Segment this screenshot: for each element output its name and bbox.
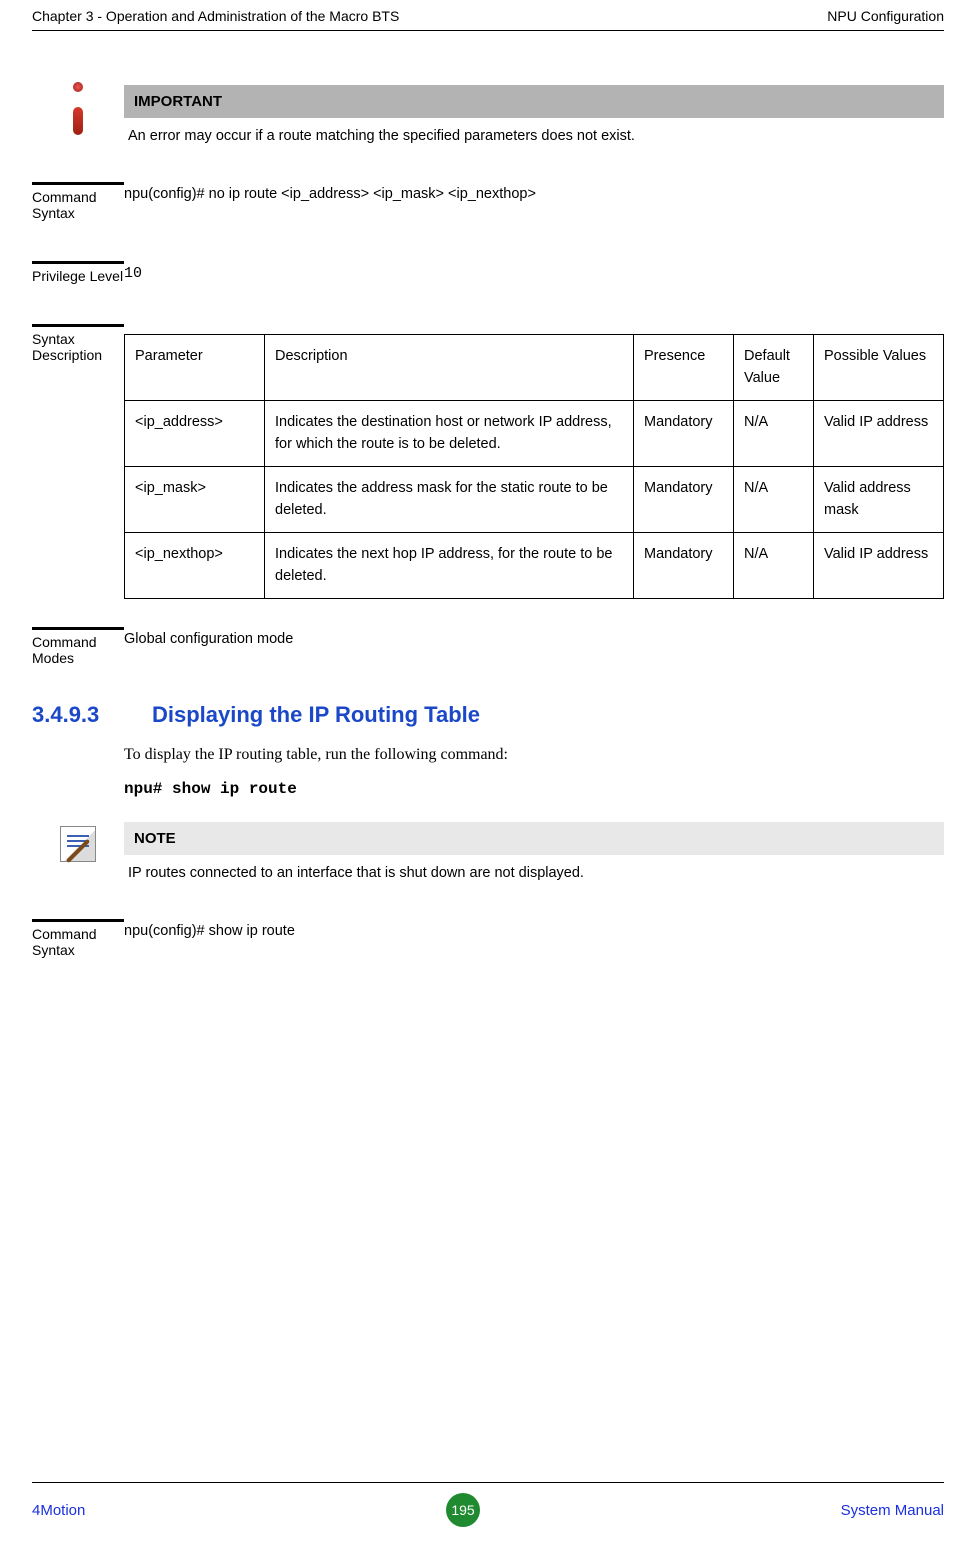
- table-header: Presence: [634, 335, 734, 401]
- command-syntax-row-2: Command Syntax npu(config)# show ip rout…: [32, 919, 944, 958]
- table-row: <ip_nexthop> Indicates the next hop IP a…: [125, 532, 944, 598]
- table-row: <ip_address> Indicates the destination h…: [125, 400, 944, 466]
- table-cell: Mandatory: [634, 532, 734, 598]
- command-modes-row: Command Modes Global configuration mode: [32, 627, 944, 666]
- section-paragraph: To display the IP routing table, run the…: [124, 746, 944, 764]
- table-row: <ip_mask> Indicates the address mask for…: [125, 466, 944, 532]
- important-body: An error may occur if a route matching t…: [124, 118, 944, 154]
- table-cell: Valid IP address: [814, 400, 944, 466]
- page-header: Chapter 3 - Operation and Administration…: [32, 8, 944, 31]
- command-modes-value: Global configuration mode: [124, 627, 944, 647]
- table-cell: Indicates the destination host or networ…: [265, 400, 634, 466]
- syntax-description-label: Syntax Description: [32, 324, 124, 363]
- table-cell: Mandatory: [634, 466, 734, 532]
- important-icon: [32, 81, 124, 132]
- table-cell: Valid IP address: [814, 532, 944, 598]
- section-number: 3.4.9.3: [32, 702, 124, 728]
- table-header: Description: [265, 335, 634, 401]
- table-cell: Valid address mask: [814, 466, 944, 532]
- header-right: NPU Configuration: [827, 8, 944, 24]
- privilege-level-label: Privilege Level: [32, 261, 124, 284]
- footer-left: 4Motion: [32, 1502, 85, 1519]
- section-code: npu# show ip route: [124, 780, 944, 798]
- footer-right: System Manual: [841, 1502, 944, 1519]
- section-title: Displaying the IP Routing Table: [152, 702, 480, 728]
- page-number: 195: [446, 1493, 480, 1527]
- command-syntax-value-2: npu(config)# show ip route: [124, 919, 944, 939]
- header-left: Chapter 3 - Operation and Administration…: [32, 8, 399, 24]
- command-syntax-label: Command Syntax: [32, 182, 124, 221]
- note-block: NOTE IP routes connected to an interface…: [32, 818, 944, 891]
- table-cell: N/A: [734, 400, 814, 466]
- note-title: NOTE: [124, 822, 944, 855]
- command-syntax-label-2: Command Syntax: [32, 919, 124, 958]
- table-cell: Indicates the address mask for the stati…: [265, 466, 634, 532]
- privilege-level-row: Privilege Level 10: [32, 261, 944, 284]
- section-heading: 3.4.9.3 Displaying the IP Routing Table: [32, 702, 944, 728]
- command-syntax-value: npu(config)# no ip route <ip_address> <i…: [124, 182, 944, 202]
- table-header: Possible Values: [814, 335, 944, 401]
- table-cell: <ip_nexthop>: [125, 532, 265, 598]
- table-cell: N/A: [734, 532, 814, 598]
- command-syntax-row: Command Syntax npu(config)# no ip route …: [32, 182, 944, 221]
- note-body: IP routes connected to an interface that…: [124, 855, 944, 891]
- important-block: IMPORTANT An error may occur if a route …: [32, 81, 944, 154]
- table-cell: N/A: [734, 466, 814, 532]
- table-header: Parameter: [125, 335, 265, 401]
- note-icon: [60, 826, 96, 862]
- table-cell: Indicates the next hop IP address, for t…: [265, 532, 634, 598]
- table-cell: <ip_mask>: [125, 466, 265, 532]
- table-header-row: Parameter Description Presence Default V…: [125, 335, 944, 401]
- privilege-level-value: 10: [124, 261, 944, 282]
- page-footer: 4Motion 195 System Manual: [32, 1482, 944, 1527]
- syntax-description-row: Syntax Description Parameter Description: [32, 324, 944, 599]
- table-cell: <ip_address>: [125, 400, 265, 466]
- important-title: IMPORTANT: [124, 85, 944, 118]
- note-icon-cell: [32, 818, 124, 861]
- syntax-description-table: Parameter Description Presence Default V…: [124, 334, 944, 599]
- table-cell: Mandatory: [634, 400, 734, 466]
- table-header: Default Value: [734, 335, 814, 401]
- command-modes-label: Command Modes: [32, 627, 124, 666]
